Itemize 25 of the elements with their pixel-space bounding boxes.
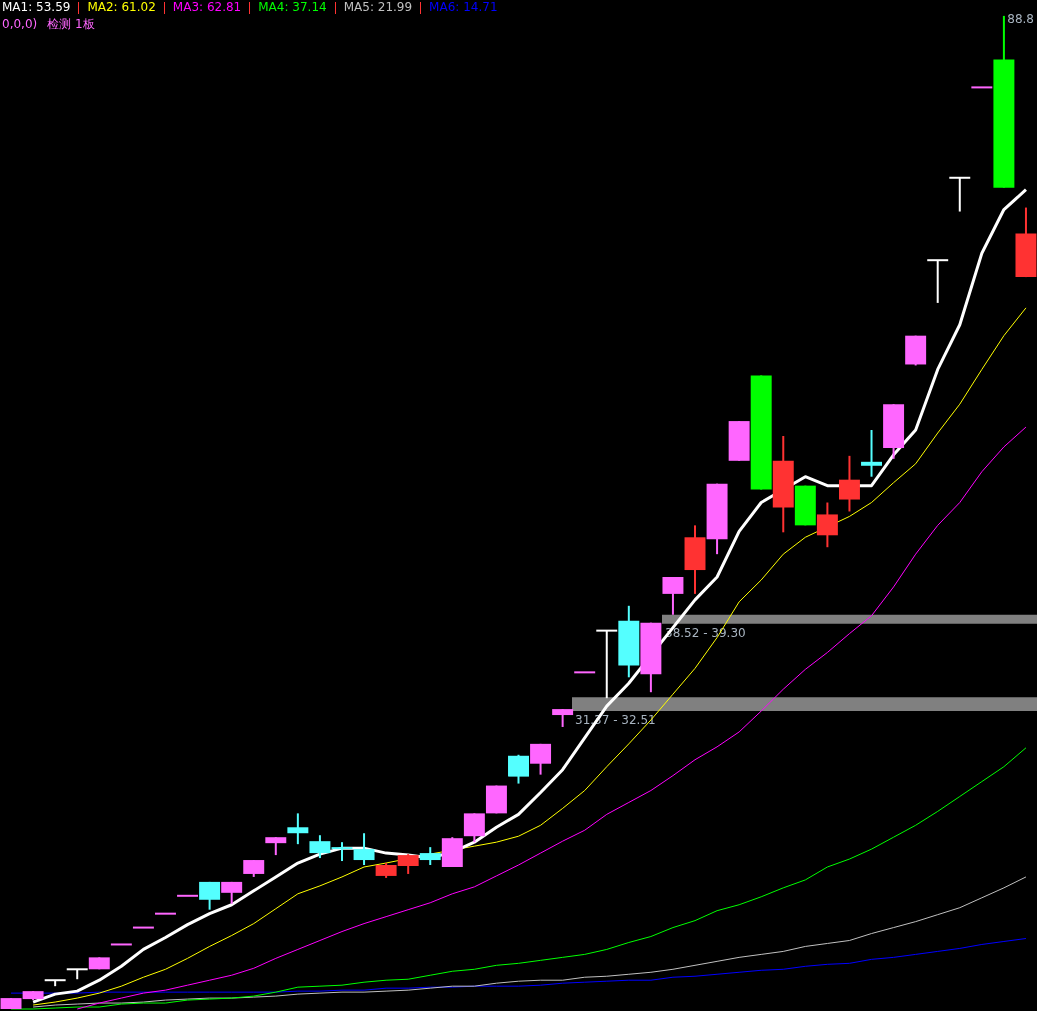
candlestick: [861, 429, 882, 478]
text: MA2: 61.02: [87, 0, 156, 14]
candlestick: [199, 880, 221, 911]
candlestick: [331, 841, 353, 863]
candlestick: [596, 629, 618, 700]
candlestick: [66, 968, 88, 981]
candlestick: [816, 501, 838, 549]
text: MA1: 53.59: [2, 0, 71, 14]
candlestick: [530, 742, 552, 776]
text: MA5: 21.99: [343, 0, 413, 14]
candlestick: [287, 812, 309, 846]
candlestick: [838, 454, 860, 513]
annotation: 检测 1板: [47, 17, 95, 31]
candlestick: [508, 753, 529, 785]
candlestick: [927, 259, 949, 304]
candlestick: [662, 576, 684, 616]
annotation: 0,0,0): [2, 17, 38, 31]
text: MA6: 14.71: [429, 0, 498, 14]
candlestick: [949, 176, 971, 213]
candlestick: [309, 834, 331, 860]
text: MA4: 37.14: [258, 0, 327, 14]
text: MA3: 62.81: [172, 0, 242, 14]
annotation: 88.8: [1007, 12, 1034, 26]
candlestick: [463, 812, 485, 844]
candlestick: [353, 832, 375, 867]
